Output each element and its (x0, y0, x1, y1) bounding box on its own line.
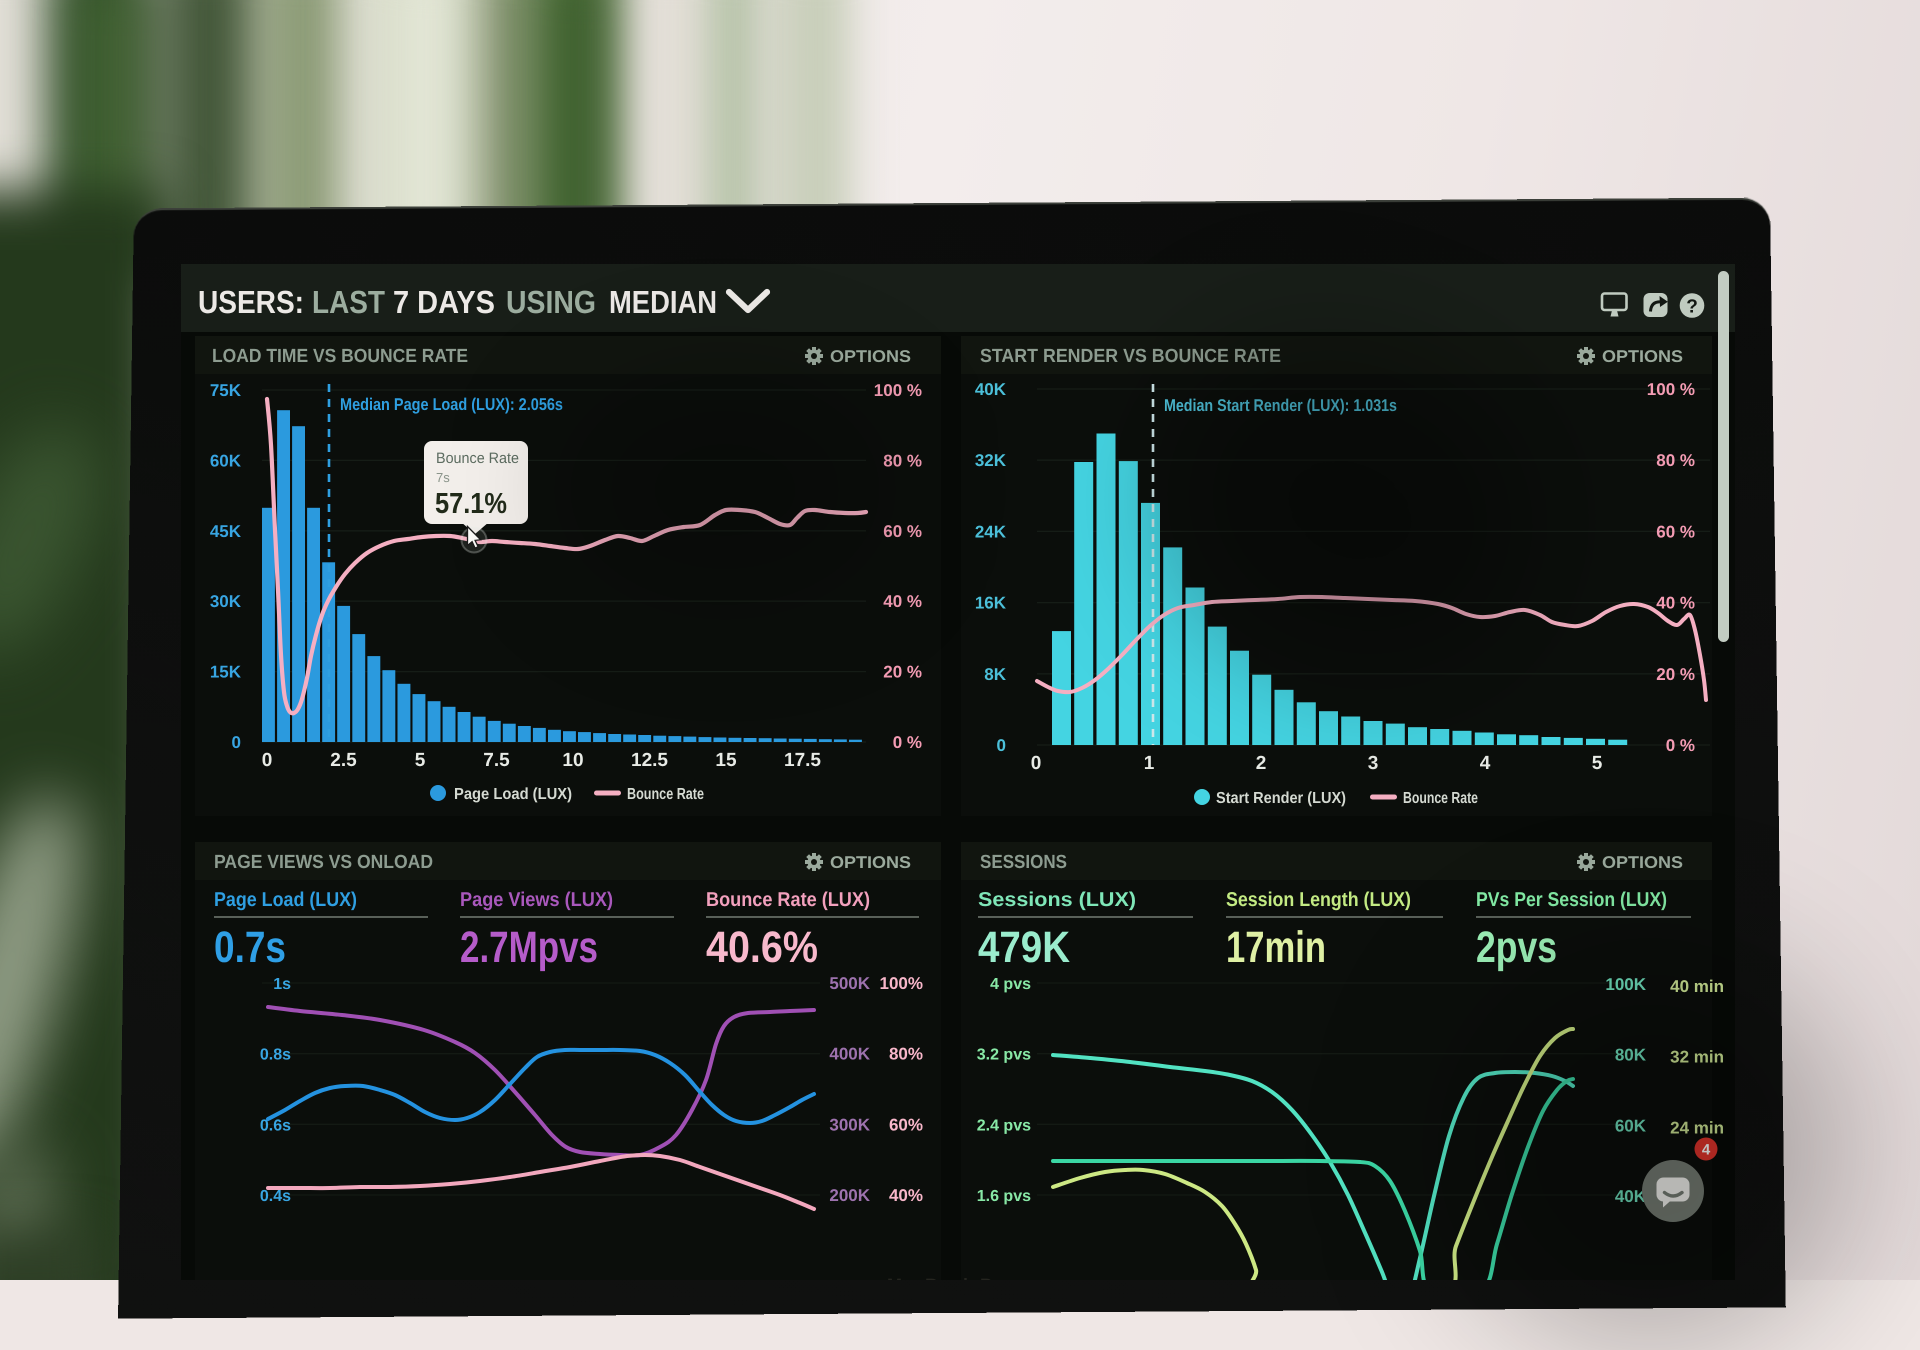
svg-text:0: 0 (997, 736, 1006, 755)
svg-text:5: 5 (1592, 753, 1603, 774)
svg-text:15: 15 (715, 750, 737, 771)
svg-text:Page Load (LUX): Page Load (LUX) (214, 889, 357, 911)
svg-text:OPTIONS: OPTIONS (830, 347, 911, 366)
svg-text:100 %: 100 % (874, 381, 922, 400)
svg-text:80K: 80K (1615, 1046, 1647, 1065)
svg-text:7.5: 7.5 (483, 750, 510, 771)
svg-text:SESSIONS: SESSIONS (980, 852, 1067, 873)
svg-text:PAGE VIEWS VS ONLOAD: PAGE VIEWS VS ONLOAD (214, 852, 433, 873)
svg-text:40K: 40K (1615, 1187, 1647, 1206)
svg-text:2.4 pvs: 2.4 pvs (977, 1117, 1031, 1134)
svg-text:7s: 7s (436, 470, 450, 485)
svg-text:60 %: 60 % (1656, 522, 1695, 541)
svg-text:30K: 30K (210, 592, 242, 611)
svg-text:60K: 60K (1615, 1116, 1647, 1135)
svg-text:OPTIONS: OPTIONS (830, 853, 911, 872)
svg-text:5: 5 (415, 750, 426, 771)
svg-text:40K: 40K (975, 380, 1007, 399)
svg-text:2.5: 2.5 (330, 750, 357, 771)
svg-text:40%: 40% (889, 1186, 923, 1205)
svg-text:57.1%: 57.1% (435, 488, 507, 520)
svg-text:4: 4 (1480, 753, 1491, 774)
svg-text:Bounce Rate: Bounce Rate (1403, 790, 1478, 807)
svg-text:Bounce Rate: Bounce Rate (436, 450, 519, 467)
svg-text:3.2 pvs: 3.2 pvs (977, 1047, 1031, 1064)
svg-text:0: 0 (262, 750, 273, 771)
svg-text:4: 4 (1702, 1142, 1711, 1159)
svg-text:100K: 100K (1605, 975, 1646, 994)
svg-text:4 pvs: 4 pvs (990, 976, 1031, 993)
svg-text:20 %: 20 % (1656, 665, 1695, 684)
svg-text:0 %: 0 % (893, 733, 922, 752)
svg-text:MacBook Pro: MacBook Pro (887, 1275, 1013, 1280)
svg-text:1s: 1s (273, 976, 291, 993)
svg-text:0: 0 (232, 733, 241, 752)
svg-text:LOAD TIME VS BOUNCE RATE: LOAD TIME VS BOUNCE RATE (212, 346, 468, 367)
svg-text:40 %: 40 % (883, 592, 922, 611)
svg-text:60 %: 60 % (883, 522, 922, 541)
svg-text:75K: 75K (210, 381, 242, 400)
svg-text:80 %: 80 % (1656, 451, 1695, 470)
svg-text:Median Start Render (LUX): 1.0: Median Start Render (LUX): 1.031s (1164, 396, 1397, 415)
svg-text:15K: 15K (210, 663, 242, 682)
svg-text:60%: 60% (889, 1115, 923, 1134)
svg-text:500K: 500K (829, 974, 870, 993)
svg-text:200K: 200K (829, 1186, 870, 1205)
svg-text:Bounce Rate: Bounce Rate (627, 786, 704, 803)
svg-text:2.7Mpvs: 2.7Mpvs (460, 923, 598, 972)
svg-text:80%: 80% (889, 1045, 923, 1064)
svg-text:Bounce Rate (LUX): Bounce Rate (LUX) (706, 889, 870, 911)
svg-text:0 %: 0 % (1666, 736, 1695, 755)
svg-text:?: ? (1686, 297, 1698, 318)
svg-text:OPTIONS: OPTIONS (1602, 853, 1683, 872)
svg-text:32K: 32K (975, 451, 1007, 470)
svg-text:17min: 17min (1226, 923, 1326, 972)
svg-text:24 min: 24 min (1670, 1118, 1724, 1137)
svg-text:300K: 300K (829, 1115, 870, 1134)
svg-text:45K: 45K (210, 522, 242, 541)
svg-text:20 %: 20 % (883, 663, 922, 682)
svg-text:0.6s: 0.6s (260, 1117, 291, 1134)
svg-text:40 min: 40 min (1670, 977, 1724, 996)
svg-text:Median Page Load (LUX): 2.056s: Median Page Load (LUX): 2.056s (340, 395, 563, 414)
svg-text:Sessions (LUX): Sessions (LUX) (978, 889, 1136, 911)
svg-text:2pvs: 2pvs (1476, 923, 1557, 972)
svg-text:479K: 479K (978, 923, 1070, 972)
svg-text:17.5: 17.5 (784, 750, 821, 771)
svg-text:400K: 400K (829, 1045, 870, 1064)
svg-text:100%: 100% (880, 974, 923, 993)
svg-text:START RENDER VS BOUNCE RATE: START RENDER VS BOUNCE RATE (980, 346, 1281, 367)
svg-text:10: 10 (562, 750, 583, 771)
svg-text:16K: 16K (975, 594, 1007, 613)
svg-text:Page Views (LUX): Page Views (LUX) (460, 889, 613, 911)
svg-text:OPTIONS: OPTIONS (1602, 347, 1683, 366)
svg-text:32 min: 32 min (1670, 1048, 1724, 1067)
svg-text:3: 3 (1368, 753, 1379, 774)
svg-text:60K: 60K (210, 451, 242, 470)
svg-text:0: 0 (1031, 753, 1042, 774)
svg-text:Start Render (LUX): Start Render (LUX) (1216, 790, 1346, 807)
svg-text:8K: 8K (984, 665, 1006, 684)
svg-text:1: 1 (1144, 753, 1155, 774)
svg-text:2: 2 (1256, 753, 1267, 774)
svg-text:80 %: 80 % (883, 451, 922, 470)
svg-text:0.4s: 0.4s (260, 1188, 291, 1205)
svg-text:12.5: 12.5 (631, 750, 668, 771)
svg-text:1.6 pvs: 1.6 pvs (977, 1188, 1031, 1205)
svg-text:USERS: LAST 7 DAYS USING: USERS: LAST 7 DAYS USING MEDIAN (198, 284, 717, 320)
svg-text:100 %: 100 % (1647, 380, 1695, 399)
svg-text:40.6%: 40.6% (706, 923, 818, 972)
svg-text:PVs Per Session (LUX): PVs Per Session (LUX) (1476, 889, 1667, 911)
svg-text:0.8s: 0.8s (260, 1047, 291, 1064)
svg-text:Session Length (LUX): Session Length (LUX) (1226, 889, 1411, 911)
svg-text:24K: 24K (975, 522, 1007, 541)
svg-text:Page Load (LUX): Page Load (LUX) (454, 786, 572, 803)
svg-text:0.7s: 0.7s (214, 923, 286, 972)
svg-text:40 %: 40 % (1656, 594, 1695, 613)
